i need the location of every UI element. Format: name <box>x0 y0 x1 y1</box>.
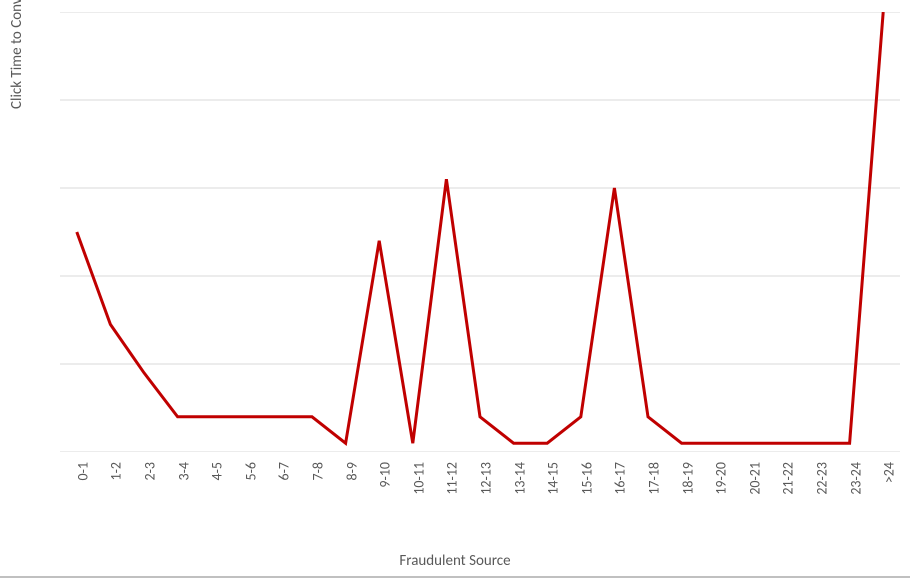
y-axis-label: Click Time to Conversion Time (Hours) <box>8 0 26 109</box>
x-tick-label: 2-3 <box>142 462 159 480</box>
x-tick-label: 22-23 <box>814 462 831 495</box>
x-tick-label: 20-21 <box>746 462 763 495</box>
x-tick-label: 7-8 <box>310 462 327 480</box>
x-tick-label: >24 <box>881 462 898 483</box>
x-tick-label: 5-6 <box>242 462 259 480</box>
x-tick-label: 9-10 <box>377 462 394 488</box>
x-tick-label: 16-17 <box>612 462 629 495</box>
x-tick-label: 17-18 <box>646 462 663 495</box>
x-tick-labels: 0-1 1-2 2-3 3-4 4-5 5-6 6-7 7-8 8-9 9-10 10-11 11-1… <box>60 456 900 536</box>
x-tick-label: 15-16 <box>578 462 595 495</box>
x-tick-label: 4-5 <box>209 462 226 480</box>
x-tick-label: 8-9 <box>343 462 360 480</box>
x-tick-label: 23-24 <box>847 462 864 495</box>
x-tick-label: 14-15 <box>545 462 562 495</box>
x-tick-label: 1-2 <box>108 462 125 480</box>
x-tick-label: 11-12 <box>444 462 461 495</box>
plot-area <box>60 12 900 452</box>
x-tick-label: 3-4 <box>175 462 192 480</box>
x-tick-label: 12-13 <box>478 462 495 495</box>
x-tick-label: 13-14 <box>511 462 528 495</box>
data-line <box>77 12 883 443</box>
x-tick-label: 0-1 <box>74 462 91 480</box>
chart-container: Click Time to Conversion Time (Hours) Fr… <box>0 0 910 578</box>
x-tick-label: 10-11 <box>410 462 427 495</box>
line-chart-svg <box>60 12 900 452</box>
x-tick-label: 21-22 <box>780 462 797 495</box>
x-tick-label: 6-7 <box>276 462 293 480</box>
x-tick-label: 18-19 <box>679 462 696 495</box>
x-axis-label: Fraudulent Source <box>399 552 510 570</box>
x-tick-label: 19-20 <box>713 462 730 495</box>
